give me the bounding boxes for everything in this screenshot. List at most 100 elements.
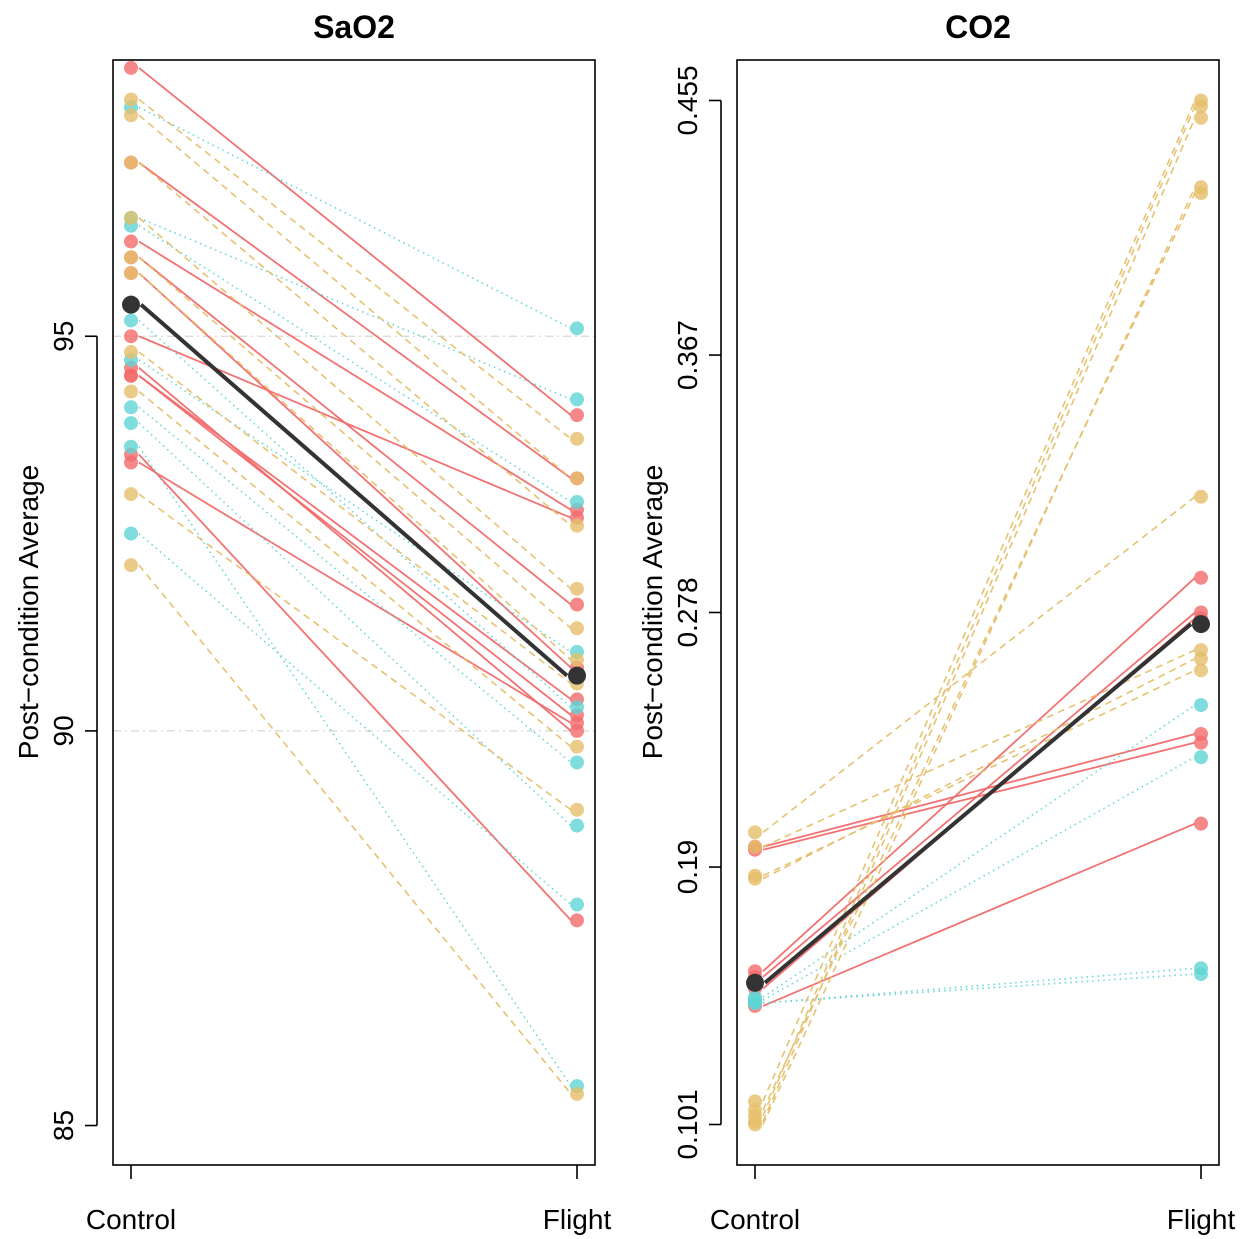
series-line-gold bbox=[762, 186, 1196, 1125]
y-axis: 0.101 0.19 0.278 0.367 0.455 bbox=[672, 65, 722, 1160]
data-point-flight bbox=[570, 897, 584, 912]
series-line-red bbox=[762, 733, 1196, 848]
series-line-gold bbox=[138, 272, 572, 661]
data-point-flight bbox=[570, 621, 584, 636]
series-line-gold bbox=[138, 351, 572, 685]
data-point-flight bbox=[570, 408, 584, 423]
y-tick-label: 0.278 bbox=[672, 577, 703, 647]
data-point-flight bbox=[1194, 967, 1208, 982]
data-point-flight bbox=[570, 321, 584, 336]
series-line-red bbox=[138, 367, 572, 732]
panel-sao2: SaO2 Post−condition Average 85 90 95 Contr… bbox=[13, 9, 611, 1235]
x-tick-label: Control bbox=[710, 1204, 800, 1235]
series-line-red bbox=[762, 577, 1196, 972]
data-point-control bbox=[748, 839, 762, 854]
chart-title: CO2 bbox=[945, 9, 1011, 45]
chart-title: SaO2 bbox=[313, 9, 395, 45]
mean-point-flight bbox=[1192, 615, 1210, 634]
mean-line bbox=[746, 615, 1210, 992]
data-point-flight bbox=[1194, 698, 1208, 713]
series-line-gold bbox=[138, 161, 572, 527]
data-point-control bbox=[748, 825, 762, 840]
data-point-flight bbox=[570, 818, 584, 833]
mean-line bbox=[122, 295, 586, 685]
mean-point-flight bbox=[568, 666, 586, 685]
data-point-control bbox=[124, 455, 138, 470]
series-line-red bbox=[138, 67, 572, 416]
series-line-red bbox=[138, 375, 572, 716]
data-point-flight bbox=[1194, 651, 1208, 666]
y-axis: 85 90 95 bbox=[48, 321, 98, 1141]
series-line-red bbox=[762, 611, 1196, 978]
mean-line bbox=[139, 303, 569, 678]
series-line-gold bbox=[762, 100, 1196, 1102]
data-points bbox=[124, 60, 584, 1101]
x-tick-label: Control bbox=[86, 1204, 176, 1235]
data-point-flight bbox=[570, 1086, 584, 1101]
y-tick-label: 0.455 bbox=[672, 65, 703, 135]
data-point-flight bbox=[570, 652, 584, 667]
plot-frame bbox=[736, 59, 1220, 1166]
data-point-control bbox=[124, 400, 138, 415]
series-line-teal bbox=[138, 319, 572, 708]
data-point-control bbox=[124, 487, 138, 502]
data-point-control bbox=[748, 868, 762, 883]
series-line-gold bbox=[138, 98, 572, 440]
data-point-flight bbox=[570, 597, 584, 612]
data-point-control bbox=[124, 439, 138, 454]
series-line-red bbox=[138, 272, 572, 669]
data-point-control bbox=[124, 92, 138, 107]
data-point-flight bbox=[1194, 110, 1208, 125]
data-point-flight bbox=[570, 700, 584, 715]
series-line-red bbox=[138, 454, 572, 921]
data-point-flight bbox=[570, 716, 584, 730]
series-line-teal bbox=[762, 756, 1196, 1001]
data-point-flight bbox=[1194, 663, 1208, 678]
data-point-flight bbox=[1194, 489, 1208, 504]
x-axis: Control Flight bbox=[710, 1165, 1235, 1235]
series-line-gold bbox=[762, 105, 1196, 1117]
series-line-red bbox=[138, 461, 572, 724]
data-point-flight bbox=[570, 518, 584, 533]
series-line-gold bbox=[138, 390, 572, 748]
series-lines bbox=[138, 67, 572, 1095]
data-point-control bbox=[124, 526, 138, 541]
data-point-flight bbox=[570, 913, 584, 928]
series-line-teal bbox=[138, 359, 572, 653]
y-tick-label: 85 bbox=[48, 1110, 79, 1141]
series-line-gold bbox=[138, 564, 572, 1095]
mean-point-control bbox=[122, 295, 140, 314]
x-axis: Control Flight bbox=[86, 1165, 612, 1235]
y-axis-label: Post−condition Average bbox=[13, 465, 44, 759]
series-line-red bbox=[762, 822, 1196, 1007]
data-point-control bbox=[124, 108, 138, 123]
data-point-flight bbox=[1194, 186, 1208, 201]
series-lines bbox=[762, 100, 1196, 1125]
y-tick-label: 0.367 bbox=[672, 320, 703, 390]
plot-frame bbox=[112, 59, 596, 1166]
series-line-teal bbox=[762, 704, 1196, 998]
data-point-flight bbox=[570, 471, 584, 486]
series-line-red bbox=[762, 741, 1196, 851]
x-tick-label: Flight bbox=[543, 1204, 612, 1235]
data-point-flight bbox=[1194, 726, 1208, 741]
series-line-teal bbox=[138, 446, 572, 1087]
series-line-gold bbox=[762, 669, 1196, 877]
y-tick-label: 0.101 bbox=[672, 1089, 703, 1159]
data-point-control bbox=[124, 329, 138, 344]
series-line-gold bbox=[138, 217, 572, 590]
data-point-control bbox=[124, 210, 138, 225]
series-line-gold bbox=[762, 649, 1196, 848]
data-point-control bbox=[124, 266, 138, 281]
data-point-control bbox=[124, 313, 138, 328]
data-point-flight bbox=[570, 739, 584, 754]
data-point-control bbox=[124, 345, 138, 360]
series-line-teal bbox=[762, 967, 1196, 1004]
series-line-teal bbox=[762, 973, 1196, 1004]
series-line-gold bbox=[762, 496, 1196, 833]
data-point-control bbox=[124, 234, 138, 249]
data-point-control bbox=[748, 996, 762, 1011]
data-point-control bbox=[124, 250, 138, 265]
panel-co2: CO2 Post−condition Average 0.101 0.19 0.27… bbox=[637, 9, 1235, 1235]
